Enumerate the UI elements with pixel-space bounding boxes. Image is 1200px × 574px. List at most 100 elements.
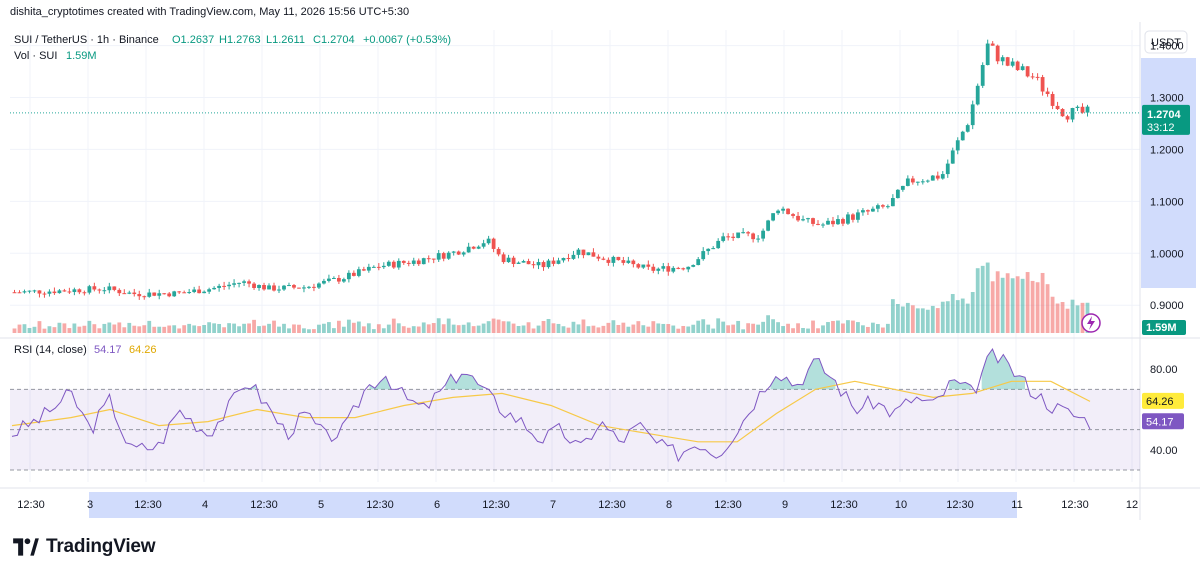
candle-body xyxy=(187,292,192,294)
volume-bar xyxy=(1040,272,1045,333)
candle-body xyxy=(341,279,346,282)
grid-group xyxy=(10,30,1140,482)
candle-body xyxy=(551,260,556,264)
volume-bar xyxy=(561,326,566,333)
volume-bar xyxy=(22,324,27,333)
volume-bar xyxy=(302,328,306,333)
candle-body xyxy=(207,289,212,292)
volume-bar xyxy=(277,326,281,333)
volume-bar xyxy=(786,323,790,333)
volume-bar xyxy=(756,324,761,333)
candle-body xyxy=(401,260,406,263)
volume-bar xyxy=(471,326,476,333)
tradingview-wordmark: TradingView xyxy=(46,536,156,557)
volume-bar xyxy=(930,305,935,333)
volume-bar xyxy=(217,323,222,333)
last-price-label: 1.2704 xyxy=(1147,109,1182,121)
candle-body xyxy=(846,214,850,224)
candle-body xyxy=(97,289,102,291)
volume-bar xyxy=(1045,284,1050,333)
volume-bar xyxy=(596,327,601,333)
candle-body xyxy=(681,268,686,270)
volume-bar xyxy=(890,299,895,333)
volume-bar xyxy=(711,328,716,333)
volume-bar xyxy=(880,327,885,333)
currency-selector[interactable]: USDT xyxy=(1144,30,1188,54)
volume-bar xyxy=(287,328,291,333)
candle-body xyxy=(1075,106,1080,109)
lightning-icon[interactable] xyxy=(1081,313,1101,333)
volume-bar xyxy=(955,300,960,333)
candle-body xyxy=(611,256,616,263)
candle-body xyxy=(182,292,187,294)
candle-body xyxy=(516,262,521,264)
candle-body xyxy=(322,280,326,284)
volume-bar xyxy=(192,325,197,333)
candle-body xyxy=(571,254,576,259)
volume-bar xyxy=(272,320,276,333)
volume-bar xyxy=(1010,278,1015,333)
candle-body xyxy=(646,264,651,267)
volume-bar xyxy=(875,324,880,333)
candle-body xyxy=(107,286,112,291)
time-tick-label: 4 xyxy=(202,499,208,511)
candle-body xyxy=(82,292,87,294)
volume-bar xyxy=(975,268,980,333)
time-tick-label: 5 xyxy=(318,499,324,511)
candle-body xyxy=(1010,61,1015,66)
volume-bar xyxy=(746,323,751,333)
candle-body xyxy=(307,286,311,288)
candle-body xyxy=(72,289,77,293)
candle-body xyxy=(376,266,381,268)
tradingview-logo-icon xyxy=(13,538,39,556)
symbol-label: SUI / TetherUS · 1h · Binance xyxy=(14,34,159,46)
volume-bar xyxy=(661,323,666,333)
volume-bar xyxy=(406,327,411,333)
volume-bar xyxy=(521,325,526,333)
candle-body xyxy=(451,251,456,253)
candle-body xyxy=(995,45,1000,62)
volume-bar xyxy=(247,323,251,333)
volume-bar xyxy=(152,326,157,333)
volume-bar xyxy=(227,323,231,333)
candle-body xyxy=(426,258,431,260)
last-price-badge xyxy=(1142,104,1190,135)
time-tick-label: 12:30 xyxy=(1061,499,1089,511)
candle-body xyxy=(37,290,42,294)
volume-bar xyxy=(297,324,301,333)
candle-body xyxy=(796,215,800,221)
volume-bar xyxy=(421,322,426,333)
candle-body xyxy=(57,290,62,294)
candle-body xyxy=(601,258,606,260)
volume-bar xyxy=(826,322,830,333)
candle-body xyxy=(346,272,351,280)
candle-body xyxy=(561,257,566,261)
candle-body xyxy=(621,260,626,263)
candle-body xyxy=(581,249,586,256)
volume-bar xyxy=(1000,277,1005,333)
candles-group xyxy=(12,39,1090,300)
candle-body xyxy=(851,214,855,220)
candle-body xyxy=(706,248,711,252)
change-value: +0.0067 (+0.53%) xyxy=(363,34,451,46)
candle-body xyxy=(915,181,920,183)
volume-bar xyxy=(1050,296,1055,333)
candle-body xyxy=(1070,108,1075,120)
volume-bar xyxy=(162,326,167,333)
candle-body xyxy=(456,251,461,255)
candle-body xyxy=(691,265,696,267)
candle-body xyxy=(257,285,261,288)
candle-body xyxy=(641,264,646,268)
candle-body xyxy=(366,266,371,271)
candle-body xyxy=(1045,91,1050,95)
time-tick-label: 8 xyxy=(666,499,672,511)
volume-bar xyxy=(12,328,17,333)
tradingview-logo: TradingView xyxy=(12,536,156,558)
candle-body xyxy=(1020,66,1025,71)
volume-bar xyxy=(147,320,152,333)
price-axis-highlight xyxy=(1141,58,1196,288)
candle-body xyxy=(801,219,805,221)
volume-bar xyxy=(341,326,346,333)
candle-body xyxy=(771,213,775,221)
